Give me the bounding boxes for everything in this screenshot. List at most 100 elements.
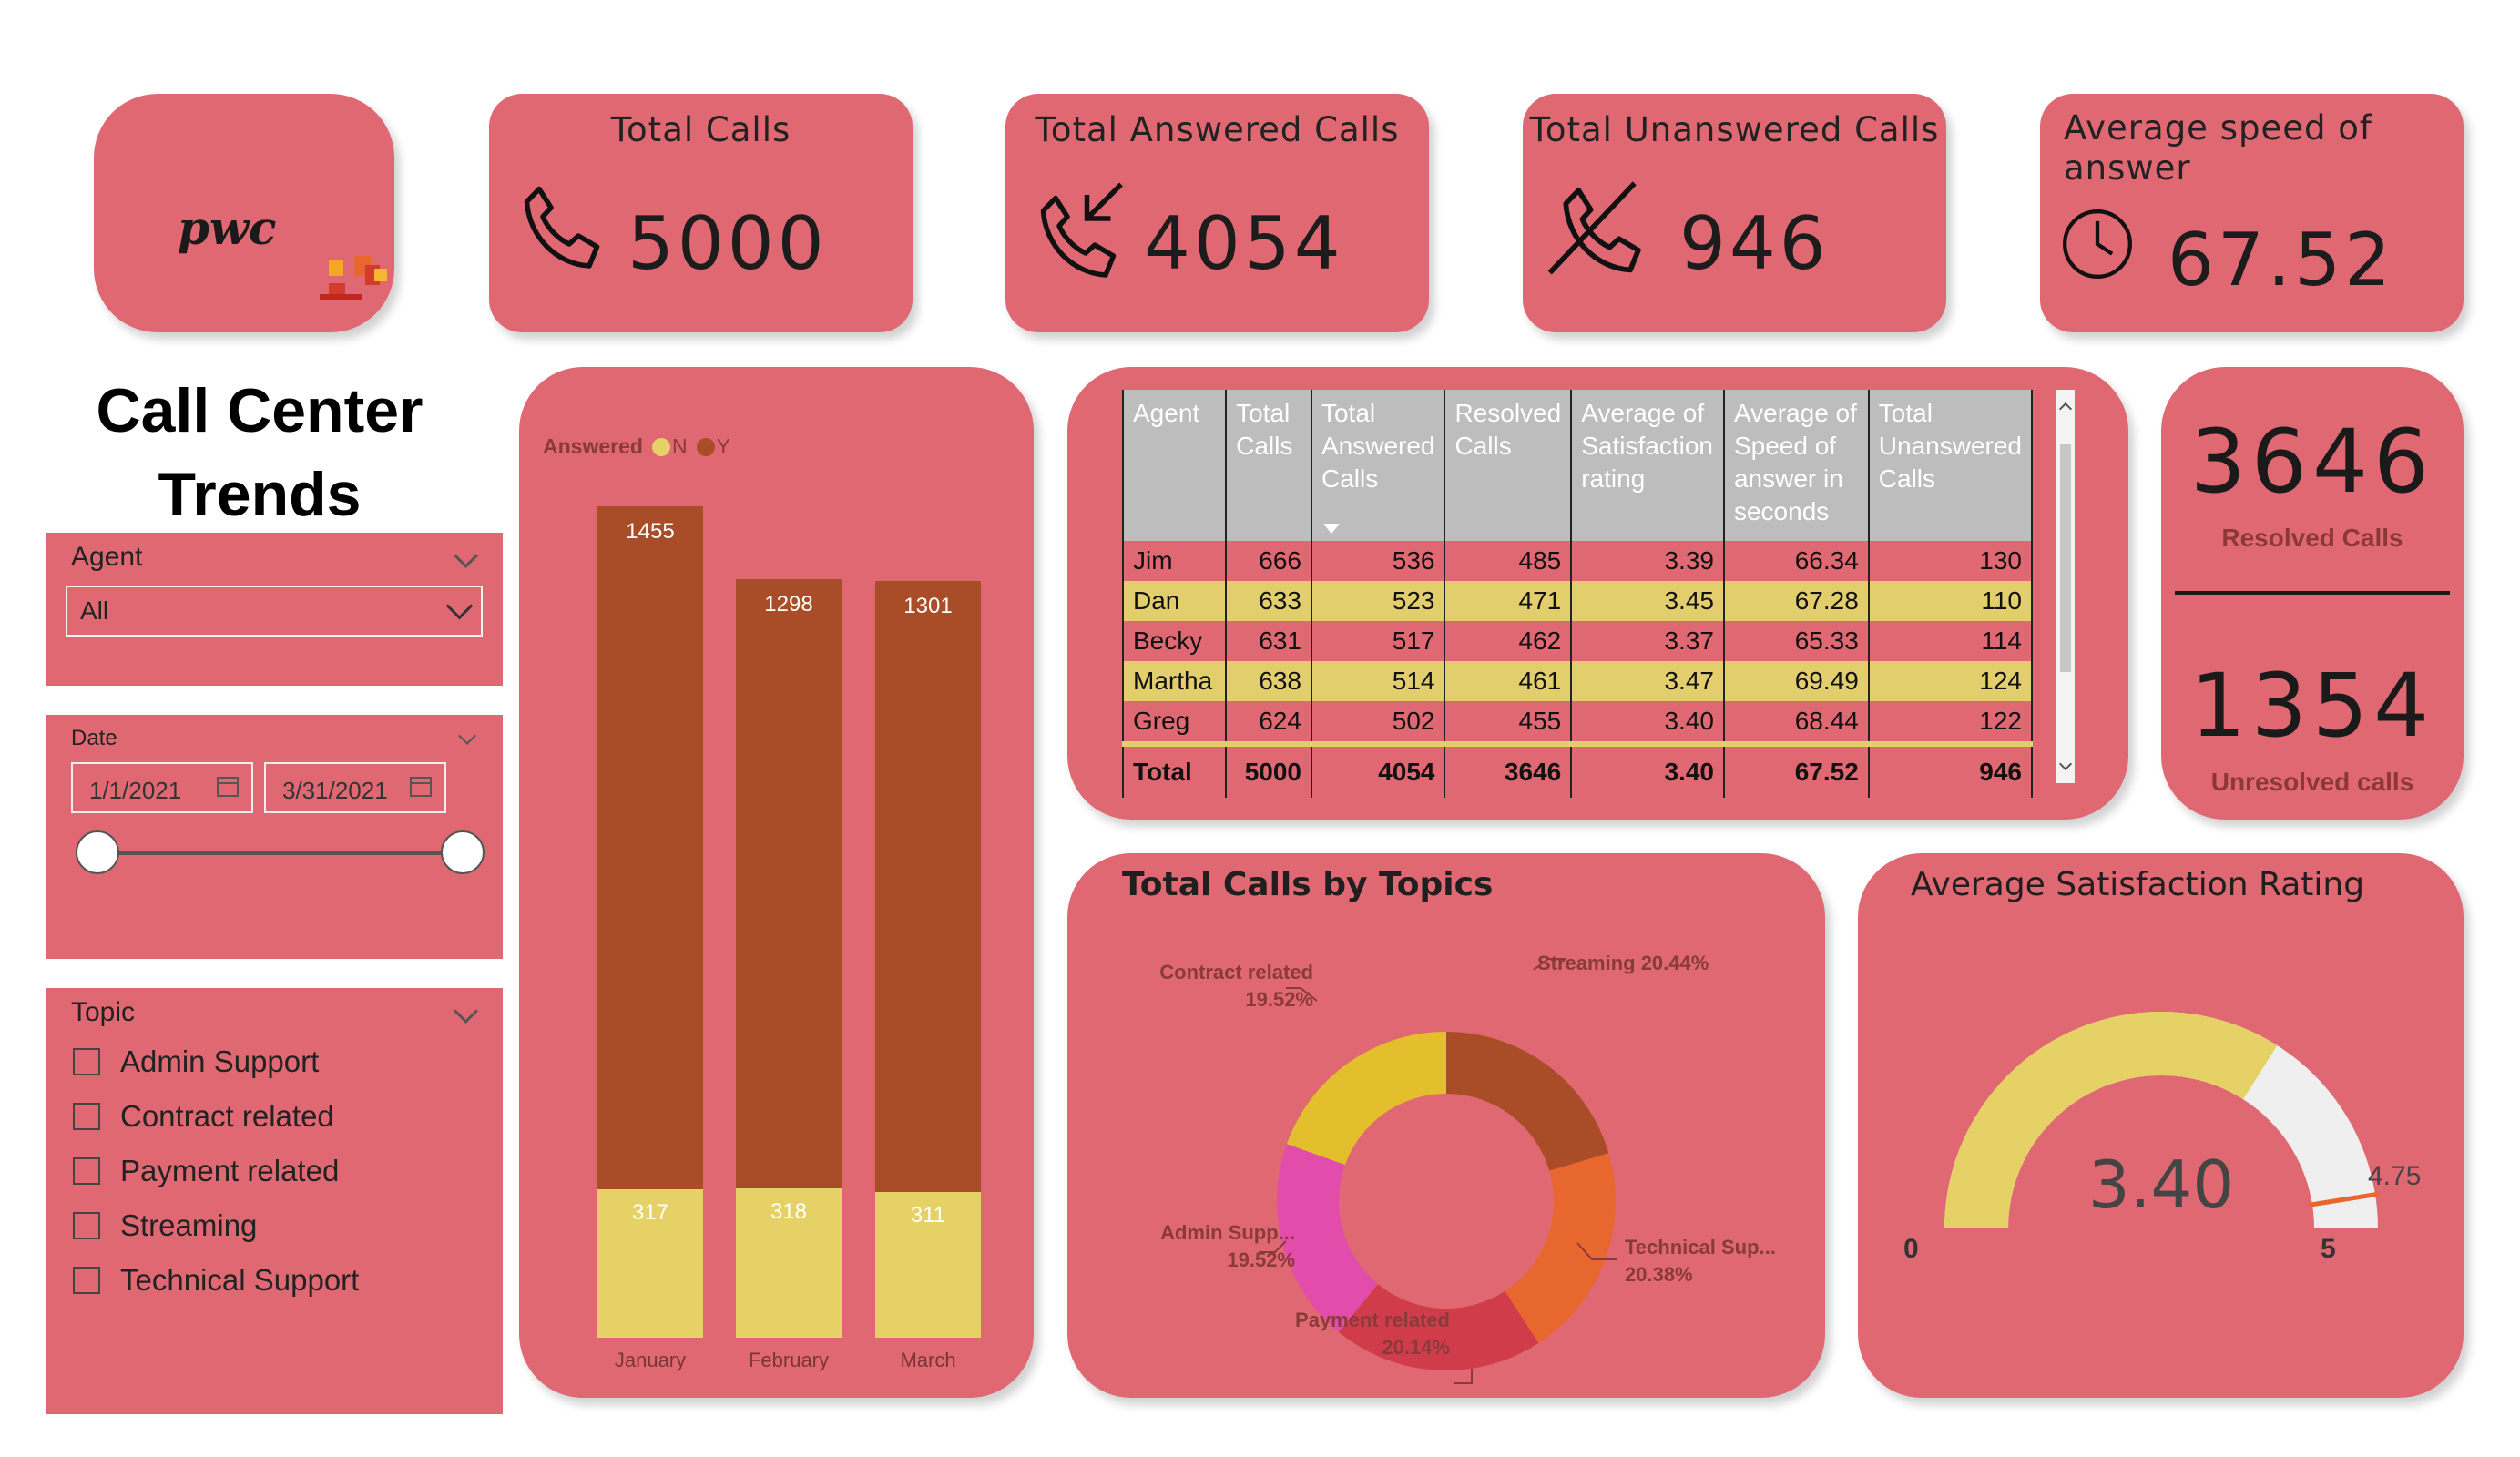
column-header-unanswered[interactable]: Total Unanswered Calls [1867,390,2034,541]
bar-segment-y[interactable] [875,581,981,1192]
table-row[interactable]: Dan 633 523 471 3.45 67.28 110 [1121,581,2034,621]
donut-label-pct: 20.14% [1382,1336,1450,1359]
agent-dropdown[interactable]: All [66,586,483,637]
kpi-value: 5000 [627,201,828,286]
checkbox[interactable] [73,1157,100,1185]
table-cell: Martha [1121,661,1228,701]
kpi-title: Total Answered Calls [1035,110,1400,149]
bar-segment-n[interactable] [875,1191,981,1338]
legend-swatch-y [696,438,715,456]
checkbox[interactable] [73,1103,100,1130]
calendar-icon[interactable] [410,777,432,797]
bar-data-label: 311 [910,1202,946,1228]
date-slicer-label: Date [71,726,117,750]
table-cell: Dan [1121,581,1228,621]
table-total-cell: 3.40 [1570,741,1725,798]
kpi-title-line2: answer [2064,148,2191,188]
table-row[interactable]: Becky 631 517 462 3.37 65.33 114 [1121,621,2034,661]
donut-label-text: Technical Sup... [1625,1236,1776,1258]
column-header-speed[interactable]: Average of Speed of answer in seconds [1722,390,1870,541]
table-cell: 67.28 [1722,581,1870,621]
table-row[interactable]: Jim 666 536 485 3.39 66.34 130 [1121,541,2034,581]
topics-donut-card: Total Calls by Topics Streaming 20.44% T… [1067,853,1825,1398]
topic-slicer-label: Topic [71,997,136,1027]
bar-data-label: 317 [631,1199,669,1225]
legend-swatch-n [651,438,670,456]
table-cell: Becky [1121,621,1228,661]
column-header-satisfaction[interactable]: Average of Satisfaction rating [1570,390,1725,541]
donut-slice-contract-related[interactable] [1286,1032,1446,1166]
donut-label-pct: 19.52% [1245,988,1313,1011]
column-header-total-calls[interactable]: Total Calls [1225,390,1312,541]
date-range-track [98,851,463,855]
scrollbar-thumb[interactable] [2060,444,2071,672]
topic-option-label: Admin Support [120,1044,320,1078]
end-date-input[interactable]: 3/31/2021 [264,762,446,813]
donut-slice-technical-support[interactable] [1505,1153,1616,1343]
gauge-title: Average Satisfaction Rating [1911,866,2365,903]
table-cell: 124 [1867,661,2034,701]
scroll-down-icon[interactable] [2058,757,2073,771]
collapse-chevron-icon[interactable] [454,544,478,568]
bar-segment-y[interactable] [736,578,842,1189]
table-cell: 110 [1867,581,2034,621]
collapse-chevron-icon[interactable] [454,999,478,1024]
start-date-value: 1/1/2021 [89,777,182,804]
table-row[interactable]: Greg 624 502 455 3.40 68.44 122 [1121,701,2034,744]
bar-segment-y[interactable] [597,505,703,1189]
column-header-agent[interactable]: Agent [1121,390,1228,541]
table-cell: 485 [1444,541,1573,581]
resolved-value: 3646 [2189,411,2435,513]
agent-table: Agent Total Calls Total Answered Calls R… [1121,390,2034,798]
kpi-value: 67.52 [2168,218,2395,302]
kpi-answered-calls: Total Answered Calls 4054 [1005,94,1429,332]
kpi-title: Total Calls [610,110,791,149]
checkbox[interactable] [73,1048,100,1075]
table-cell: 514 [1310,661,1446,701]
kpi-value: 946 [1679,201,1830,286]
kpi-title: Average speed of answer [2064,108,2372,188]
page-title: Call Center Trends [46,369,474,536]
sort-descending-icon [1322,524,1340,534]
gauge-target-label: 4.75 [2368,1161,2422,1191]
table-cell: 69.49 [1722,661,1870,701]
donut-label-admin: Admin Supp... 19.52% [1104,1219,1295,1274]
scroll-up-icon[interactable] [2058,402,2073,416]
donut-slice-streaming[interactable] [1446,1032,1609,1171]
gauge-max-label: 5 [2321,1234,2336,1264]
donut-slice-payment-related[interactable] [1338,1284,1539,1370]
column-header-resolved-calls[interactable]: Resolved Calls [1444,390,1573,541]
table-cell: 666 [1225,541,1312,581]
bar-segment-n[interactable] [597,1188,703,1338]
kpi-title: Total Unanswered Calls [1529,110,1940,149]
table-total-cell: 67.52 [1722,741,1870,798]
date-range-end-handle[interactable] [441,830,485,874]
collapse-chevron-icon[interactable] [458,727,476,745]
donut-label-payment: Payment related 20.14% [1248,1307,1450,1361]
table-cell: 65.33 [1722,621,1870,661]
topic-option-label: Technical Support [120,1263,360,1297]
kpi-value: 4054 [1144,201,1344,286]
bar-data-label: 318 [770,1199,808,1225]
bar-data-label: 1455 [626,518,675,544]
legend-label-n: N [671,434,688,458]
calendar-icon[interactable] [217,777,239,797]
topic-slicer: Topic Admin Support Contract related Pay… [46,988,503,1414]
bar-data-label: 1301 [903,594,953,618]
column-header-answered-calls[interactable]: Total Answered Calls [1310,390,1446,541]
table-scrollbar[interactable] [2056,390,2075,783]
checkbox[interactable] [73,1267,100,1294]
table-cell: 3.45 [1570,581,1725,621]
bar-segment-n[interactable] [736,1188,842,1338]
donut-label-text: Admin Supp... [1160,1221,1295,1244]
date-range-start-handle[interactable] [76,830,119,874]
bar-data-label: 1298 [764,591,813,616]
kpi-average-speed: Average speed of answer 67.52 [2040,94,2464,332]
donut-title: Total Calls by Topics [1122,866,1494,903]
bar-plot-area: 317 1455 January 318 1298 February 311 1301 Marc… [519,367,1034,1398]
donut-label-pct: 20.38% [1625,1263,1693,1286]
table-row[interactable]: Martha 638 514 461 3.47 69.49 124 [1121,661,2034,701]
start-date-input[interactable]: 1/1/2021 [71,762,253,813]
donut-slice-admin-support[interactable] [1277,1144,1379,1332]
checkbox[interactable] [73,1212,100,1239]
